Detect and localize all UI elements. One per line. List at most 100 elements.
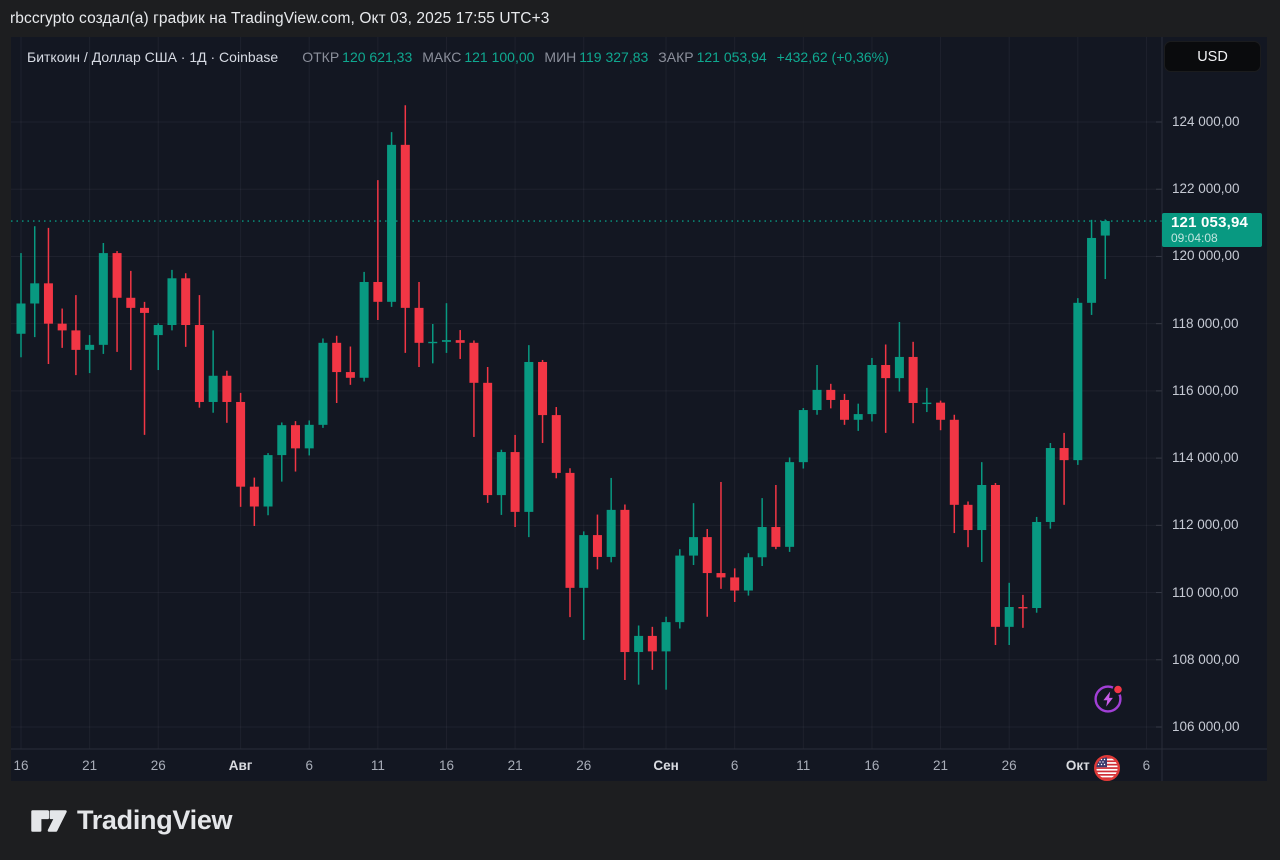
chart-legend: Биткоин / Доллар США · 1Д · Coinbase ОТК… xyxy=(27,47,889,67)
candle-body xyxy=(881,365,891,379)
time-tick-label: Авг xyxy=(228,758,253,773)
price-tick-label: 116 000,00 xyxy=(1172,382,1239,398)
candle-body xyxy=(771,527,781,547)
candle-body xyxy=(153,325,163,336)
candle-body xyxy=(867,365,877,415)
candle-body xyxy=(592,535,602,557)
time-tick-label: 26 xyxy=(1001,758,1017,773)
time-tick-label: 16 xyxy=(438,758,454,773)
candle-body xyxy=(441,340,451,342)
candle-body xyxy=(606,509,616,557)
tradingview-logo[interactable]: TradingView xyxy=(30,804,233,838)
candle-body xyxy=(798,410,808,463)
time-tick-label: 16 xyxy=(13,758,29,773)
candle-body xyxy=(743,557,753,591)
candle-body xyxy=(181,278,191,326)
symbol-title[interactable]: Биткоин / Доллар США · 1Д · Coinbase xyxy=(27,49,279,65)
time-tick-label: Окт xyxy=(1065,758,1090,773)
candle-body xyxy=(318,342,328,425)
branding-bar: TradingView xyxy=(0,781,1280,860)
currency-button[interactable]: USD xyxy=(1164,41,1261,72)
candle-body xyxy=(812,389,822,411)
candle-body xyxy=(785,462,795,547)
candle-body xyxy=(689,537,699,556)
candle-body xyxy=(332,342,342,373)
high-value: 121 100,00 xyxy=(464,49,535,65)
candle-body xyxy=(208,375,218,402)
candle-body xyxy=(222,375,232,402)
candle-body xyxy=(894,356,904,379)
candle-body xyxy=(661,622,671,652)
us-flag-icon[interactable] xyxy=(1093,754,1121,782)
ohlc-open: ОТКР 120 621,33 xyxy=(292,49,412,65)
candle-body xyxy=(1032,521,1042,609)
candle-body xyxy=(140,307,150,313)
candle-body xyxy=(414,307,424,343)
candle-body xyxy=(1045,448,1055,522)
candle-body xyxy=(977,485,987,531)
price-tick-label: 122 000,00 xyxy=(1172,181,1240,197)
candle-body xyxy=(57,323,67,331)
tradingview-logo-icon xyxy=(31,809,67,832)
candle-body xyxy=(538,361,548,416)
candle-body xyxy=(620,509,630,653)
price-tick-label: 108 000,00 xyxy=(1172,651,1240,667)
open-value: 120 621,33 xyxy=(342,49,413,65)
candle-body xyxy=(236,401,246,487)
candle-body xyxy=(510,452,520,512)
last-price-value: 121 053,94 xyxy=(1171,214,1249,232)
candle-body xyxy=(702,537,712,574)
time-tick-label: 26 xyxy=(150,758,166,773)
lightning-boost-icon[interactable] xyxy=(1094,684,1124,713)
time-tick-label: 21 xyxy=(82,758,98,773)
candle-body xyxy=(30,283,40,304)
candle-body xyxy=(469,342,479,383)
close-label: ЗАКР xyxy=(658,49,694,65)
candle-body xyxy=(387,144,397,302)
time-tick-label: 6 xyxy=(1142,758,1151,773)
ohlc-close: ЗАКР 121 053,94 xyxy=(648,49,766,65)
bar-countdown: 09:04:08 xyxy=(1171,231,1218,246)
candle-body xyxy=(400,144,410,308)
candle-body xyxy=(565,472,575,588)
attribution-text: rbccrypto создал(а) график на TradingVie… xyxy=(10,9,550,27)
candle-body xyxy=(551,415,561,473)
candle-body xyxy=(634,635,644,653)
time-tick-label: 21 xyxy=(507,758,523,773)
ohlc-high: МАКС 121 100,00 xyxy=(412,49,534,65)
time-tick-label: Сен xyxy=(653,758,679,773)
attribution-bar: rbccrypto создал(а) график на TradingVie… xyxy=(0,0,1280,37)
candle-body xyxy=(579,535,589,588)
price-tick-label: 110 000,00 xyxy=(1172,584,1239,600)
candle-body xyxy=(455,340,465,343)
candle-body xyxy=(373,281,383,302)
candle-body xyxy=(496,452,506,496)
candle-body xyxy=(936,402,946,420)
candle-body xyxy=(922,402,932,405)
candle-body xyxy=(853,414,863,420)
time-tick-label: 6 xyxy=(730,758,739,773)
candle-body xyxy=(43,283,53,324)
time-tick-label: 16 xyxy=(864,758,880,773)
candle-body xyxy=(194,325,204,402)
price-tick-label: 106 000,00 xyxy=(1172,719,1240,734)
candle-body xyxy=(304,424,314,449)
candle-body xyxy=(716,573,726,578)
time-tick-label: 21 xyxy=(933,758,949,773)
candle-body xyxy=(167,278,177,326)
candle-body xyxy=(98,253,108,345)
candle-body xyxy=(277,425,287,456)
candlestick-chart-canvas[interactable] xyxy=(11,37,1267,781)
last-price-label: 121 053,94 09:04:08 xyxy=(1162,213,1262,248)
candle-body xyxy=(85,344,95,350)
candle-body xyxy=(1018,607,1028,609)
candle-body xyxy=(1004,607,1014,627)
candle-body xyxy=(112,253,122,298)
candle-body xyxy=(345,372,355,378)
low-label: МИН xyxy=(544,49,577,65)
candle-body xyxy=(249,486,259,507)
price-tick-label: 120 000,00 xyxy=(1172,248,1240,264)
price-tick-label: 112 000,00 xyxy=(1172,517,1239,533)
candle-body xyxy=(483,382,493,496)
high-label: МАКС xyxy=(422,49,462,65)
